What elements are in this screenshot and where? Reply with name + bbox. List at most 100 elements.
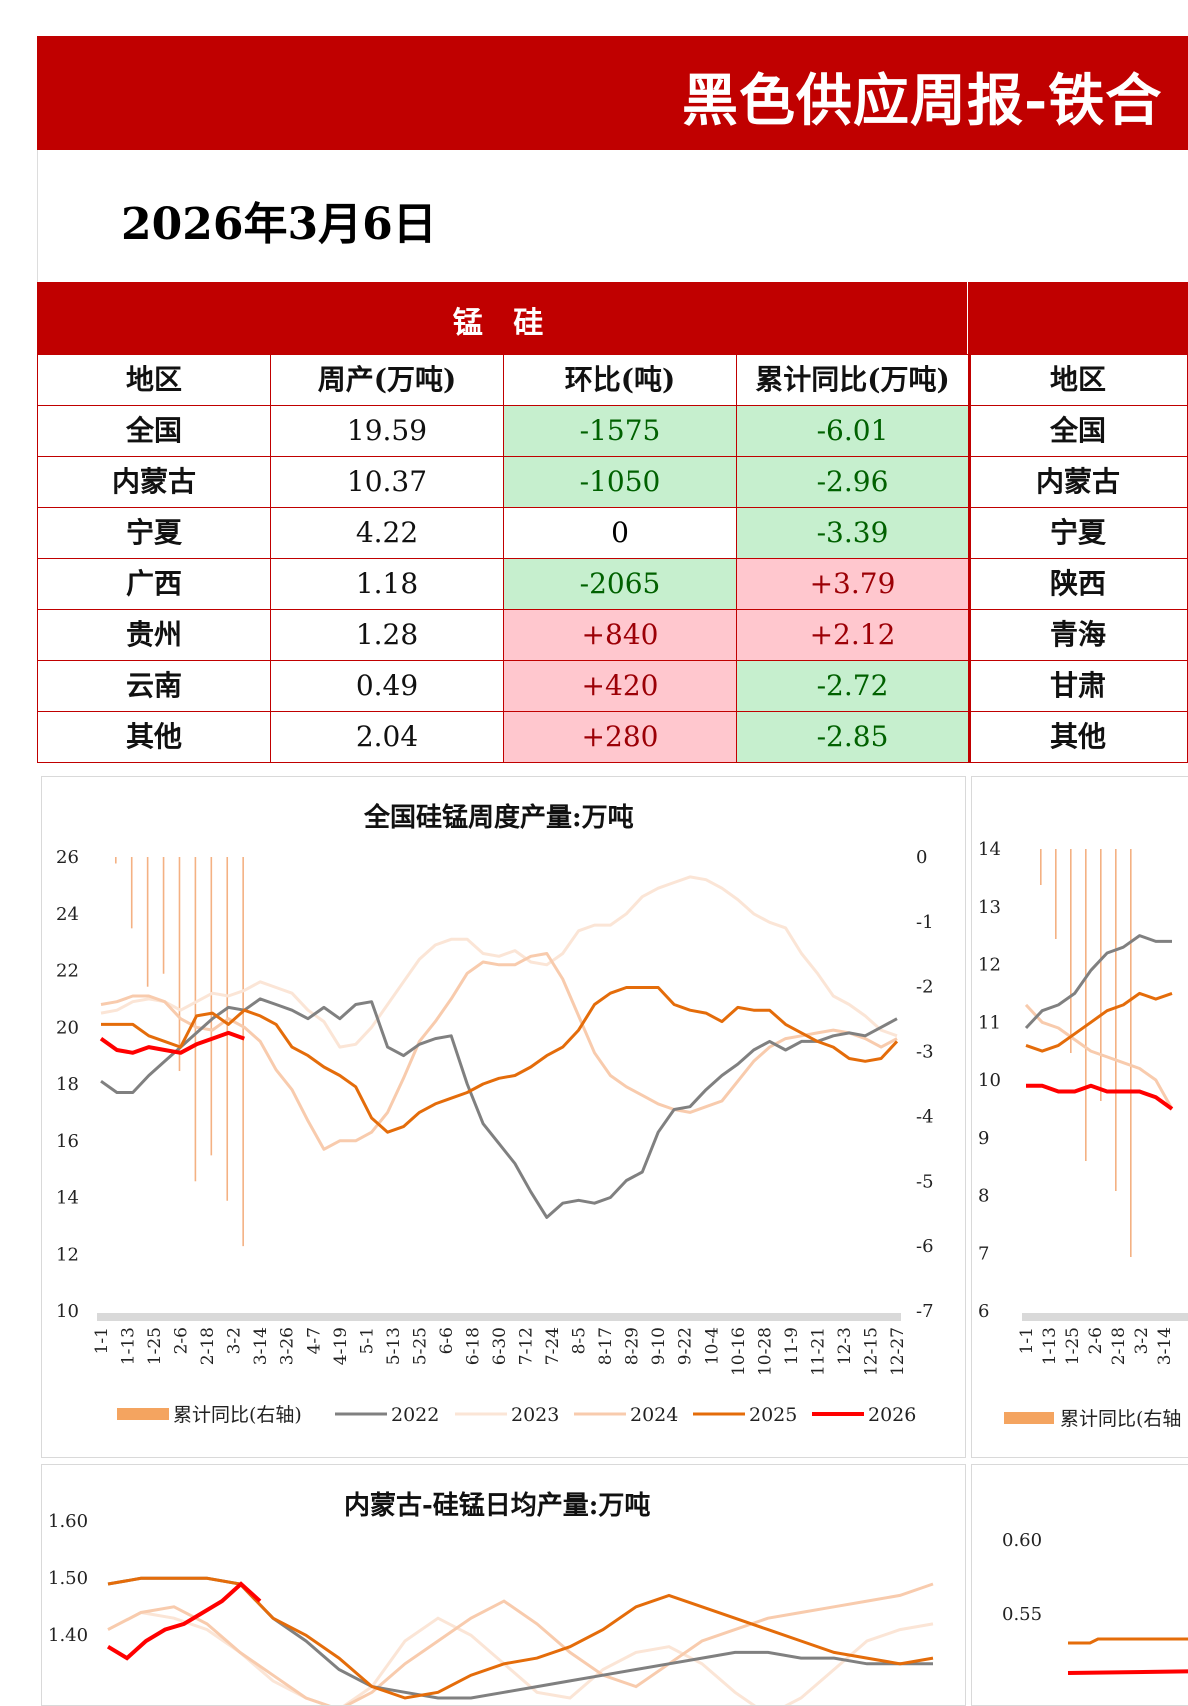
wow-cell: -1575 [503,405,737,457]
yoy-bar [1055,849,1057,939]
report-banner: 黑色供应周报-铁合 [37,36,1188,150]
series-line-2025 [101,986,899,1134]
yoy-bar [115,857,117,864]
x-tick-label: 3-14 [1155,1327,1175,1365]
series-line-mid [107,1582,934,1705]
x-axis-band [1022,1313,1188,1321]
x-tick-label: 1-1 [92,1327,112,1354]
table-row: 贵州 1.28 +840 +2.12 [37,609,971,661]
y-tick-label: 14 [56,1188,79,1209]
region-cell: 广西 [37,558,271,610]
yoy-bar [1130,849,1132,1257]
legend-label: 2026 [868,1404,916,1426]
yoy-bar [178,857,181,1072]
series-line-2023 [100,875,898,1049]
x-tick-label: 2-6 [172,1327,192,1354]
series-line-orange [107,1576,934,1700]
x-tick-label: 10-4 [702,1327,722,1365]
x-tick-label: 5-1 [357,1327,377,1354]
weekly-output-cell: 1.18 [270,558,504,610]
y-tick-label: 11 [978,1012,1001,1033]
yoy-cell: -3.39 [736,507,971,559]
x-tick-label: 1-1 [1017,1327,1037,1354]
y-tick-label: 16 [56,1131,79,1152]
series-line-2026 [1067,1669,1188,1675]
x-tick-label: 6-6 [437,1327,457,1354]
wow-cell: -1050 [503,456,737,508]
x-tick-label: 12-27 [888,1327,908,1376]
table-header-row: 地区 周产(万吨) 环比(吨) 累计同比(万吨) [37,354,971,406]
series-line-2022 [1024,934,1172,1030]
weekly-output-cell: 10.37 [270,456,504,508]
wow-cell: +840 [503,609,737,661]
x-tick-label: 4-7 [304,1327,324,1354]
x-tick-label: 12-15 [861,1327,881,1376]
y2-tick-label: -6 [916,1236,934,1257]
side-region-cell: 青海 [968,609,1188,661]
col-header-cumulative-yoy: 累计同比(万吨) [736,354,971,406]
y-tick-label: 0.55 [1002,1604,1042,1625]
side-region-cell: 甘肃 [968,660,1188,712]
y-tick-label: 22 [56,961,79,982]
wow-cell: 0 [503,507,737,559]
yoy-bar [130,857,133,929]
legend-label: 2023 [511,1404,559,1426]
x-tick-label: 5-25 [410,1327,430,1365]
region-cell: 全国 [37,405,271,457]
yoy-bar [1115,849,1117,1191]
x-tick-label: 6-30 [490,1327,510,1365]
x-tick-label: 1-25 [145,1327,165,1365]
series-line-2026 [106,1581,262,1661]
yoy-bar [226,857,229,1201]
y2-tick-label: -5 [916,1171,934,1192]
regional-chart-4: 0.60 0.55 [1002,1530,1188,1675]
y-tick-label: 13 [978,897,1001,918]
y-tick-label: 8 [978,1186,989,1207]
y-tick-label: 0.60 [1002,1530,1042,1551]
y-tick-label: 9 [978,1128,989,1149]
x-tick-label: 11-21 [808,1327,828,1376]
yoy-bar [1085,849,1087,1161]
x-tick-label: 9-22 [676,1327,696,1365]
region-cell: 内蒙古 [37,456,271,508]
regional-chart-2: 14 13 12 11 10 9 8 7 6 1-1 1-13 1-25 2-6 2-18 3-2 3-14 累… [978,839,1188,1430]
weekly-output-cell: 4.22 [270,507,504,559]
inner-mongolia-daily-chart: 1.60 1.50 1.40 [48,1511,934,1705]
legend-label: 2025 [749,1404,797,1426]
x-tick-label: 7-24 [543,1327,563,1365]
y-tick-label: 12 [56,1244,79,1265]
series-line-2025 [1068,1637,1188,1645]
x-tick-label: 4-19 [331,1327,351,1365]
series-line-2024 [100,952,898,1151]
yoy-bar [210,857,213,1156]
wow-cell: +420 [503,660,737,712]
col-header-region: 地区 [37,354,271,406]
y2-tick-label: 0 [916,847,927,868]
yoy-bar [1100,849,1102,1101]
y-tick-label: 10 [978,1070,1001,1091]
yoy-bar [1070,849,1072,1053]
weekly-output-cell: 1.28 [270,609,504,661]
yoy-cell: -2.85 [736,711,971,763]
x-tick-label: 3-2 [1132,1327,1152,1354]
yoy-bar [1040,849,1042,885]
date-box: 2026年3月6日 [37,150,1188,282]
side-col-header-region: 地区 [968,354,1188,406]
wow-cell: +280 [503,711,737,763]
x-tick-label: 10-16 [729,1327,749,1376]
table-row: 广西 1.18 -2065 +3.79 [37,558,971,610]
series-line-2026 [99,1030,245,1055]
y-tick-label: 1.50 [48,1568,88,1589]
y-tick-label: 18 [56,1074,79,1095]
yoy-bar [146,857,149,987]
y2-tick-label: -2 [916,977,934,998]
region-cell: 贵州 [37,609,271,661]
y2-tick-label: -4 [916,1106,934,1127]
col-header-week-on-week: 环比(吨) [503,354,737,406]
x-axis-band [97,1313,901,1321]
y-tick-label: 1.40 [48,1625,88,1646]
y2-tick-label: -3 [916,1042,934,1063]
series-line-2026 [1026,1083,1174,1111]
table-row: 内蒙古 10.37 -1050 -2.96 [37,456,971,508]
x-tick-label: 1-13 [1040,1327,1060,1365]
